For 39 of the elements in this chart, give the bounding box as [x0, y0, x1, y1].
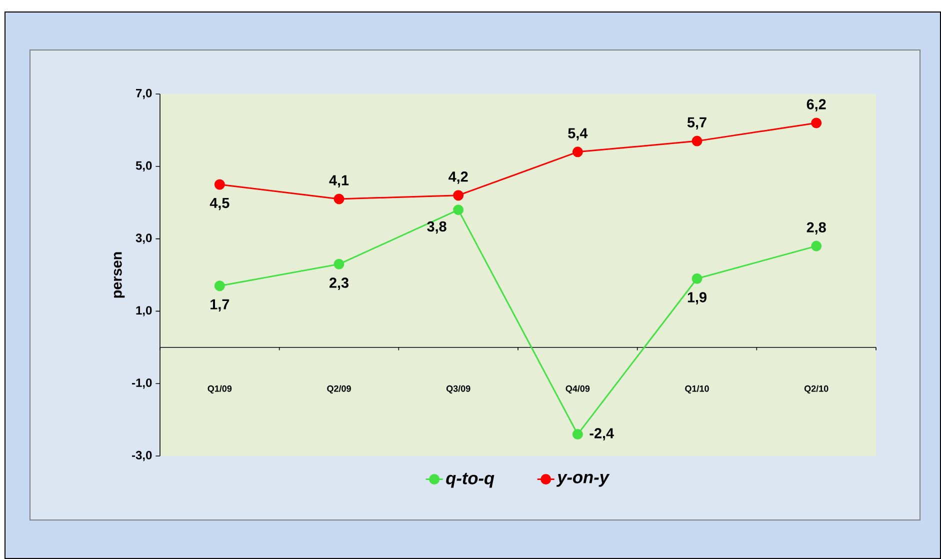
point: [453, 190, 464, 201]
point: [811, 240, 822, 252]
y-tick-label: 3,0: [136, 234, 152, 244]
point: [214, 280, 225, 292]
data-label: 2,8: [806, 222, 826, 234]
x-tick-label: Q1/10: [685, 385, 709, 394]
point: [692, 273, 702, 284]
data-label: 2,3: [329, 278, 348, 290]
point: [214, 179, 225, 190]
point: [334, 258, 344, 270]
data-label: 6,2: [806, 99, 826, 112]
data-label: -2,4: [590, 428, 614, 440]
point: [811, 118, 822, 128]
point: [453, 204, 464, 216]
data-label: 1,9: [688, 292, 706, 304]
legend-label: q-to-q: [446, 472, 494, 488]
y-tick-label: -1,0: [132, 378, 152, 389]
x-tick-label: Q1/09: [208, 385, 232, 394]
y-axis-title: persen: [114, 252, 125, 298]
data-label: 5,4: [568, 128, 588, 140]
point: [572, 146, 583, 158]
point: [692, 136, 702, 146]
data-label: 4,1: [329, 175, 349, 188]
data-label: 3,8: [427, 221, 446, 234]
data-label: 1,7: [210, 299, 230, 312]
point: [572, 429, 583, 440]
data-label: 4,5: [210, 198, 230, 210]
x-tick-label: Q4/09: [566, 385, 590, 394]
x-tick-label: Q2/09: [327, 385, 351, 394]
point: [334, 194, 344, 204]
y-tick-label: 5,0: [136, 161, 152, 172]
x-tick-label: Q2/10: [804, 385, 828, 394]
data-label: 5,7: [687, 117, 706, 130]
legend-label: y-on-y: [556, 474, 610, 487]
y-tick-label: -3,0: [132, 450, 152, 462]
data-label: 4,2: [448, 172, 468, 184]
y-tick-label: 1,0: [136, 306, 152, 316]
x-tick-label: Q3/09: [446, 385, 470, 394]
y-tick-label: 7,0: [136, 88, 152, 100]
